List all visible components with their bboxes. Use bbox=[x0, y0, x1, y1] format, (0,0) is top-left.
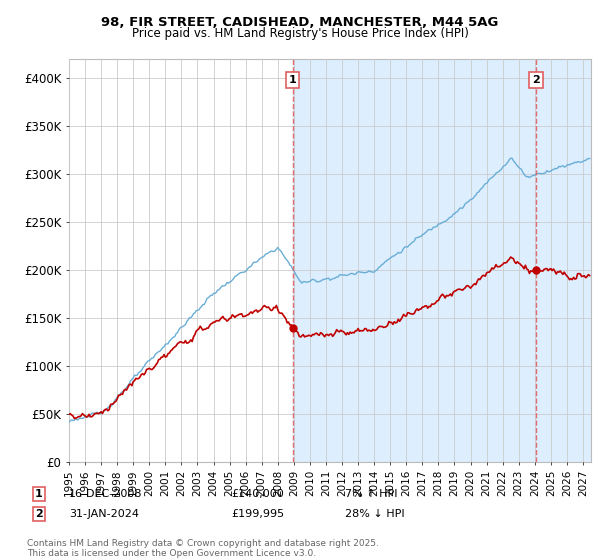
Text: £199,995: £199,995 bbox=[231, 509, 284, 519]
Text: 1: 1 bbox=[35, 489, 43, 499]
Text: Price paid vs. HM Land Registry's House Price Index (HPI): Price paid vs. HM Land Registry's House … bbox=[131, 27, 469, 40]
Text: 2: 2 bbox=[532, 75, 540, 85]
Text: Contains HM Land Registry data © Crown copyright and database right 2025.
This d: Contains HM Land Registry data © Crown c… bbox=[27, 539, 379, 558]
Text: 98, FIR STREET, CADISHEAD, MANCHESTER, M44 5AG: 98, FIR STREET, CADISHEAD, MANCHESTER, M… bbox=[101, 16, 499, 29]
Text: 28% ↓ HPI: 28% ↓ HPI bbox=[345, 509, 404, 519]
Text: 1: 1 bbox=[289, 75, 296, 85]
Bar bbox=[293, 59, 591, 462]
Text: 2: 2 bbox=[35, 509, 43, 519]
Text: 31-JAN-2024: 31-JAN-2024 bbox=[69, 509, 139, 519]
Text: 16-DEC-2008: 16-DEC-2008 bbox=[69, 489, 143, 499]
Text: 7% ↑ HPI: 7% ↑ HPI bbox=[345, 489, 398, 499]
Text: £140,000: £140,000 bbox=[231, 489, 284, 499]
